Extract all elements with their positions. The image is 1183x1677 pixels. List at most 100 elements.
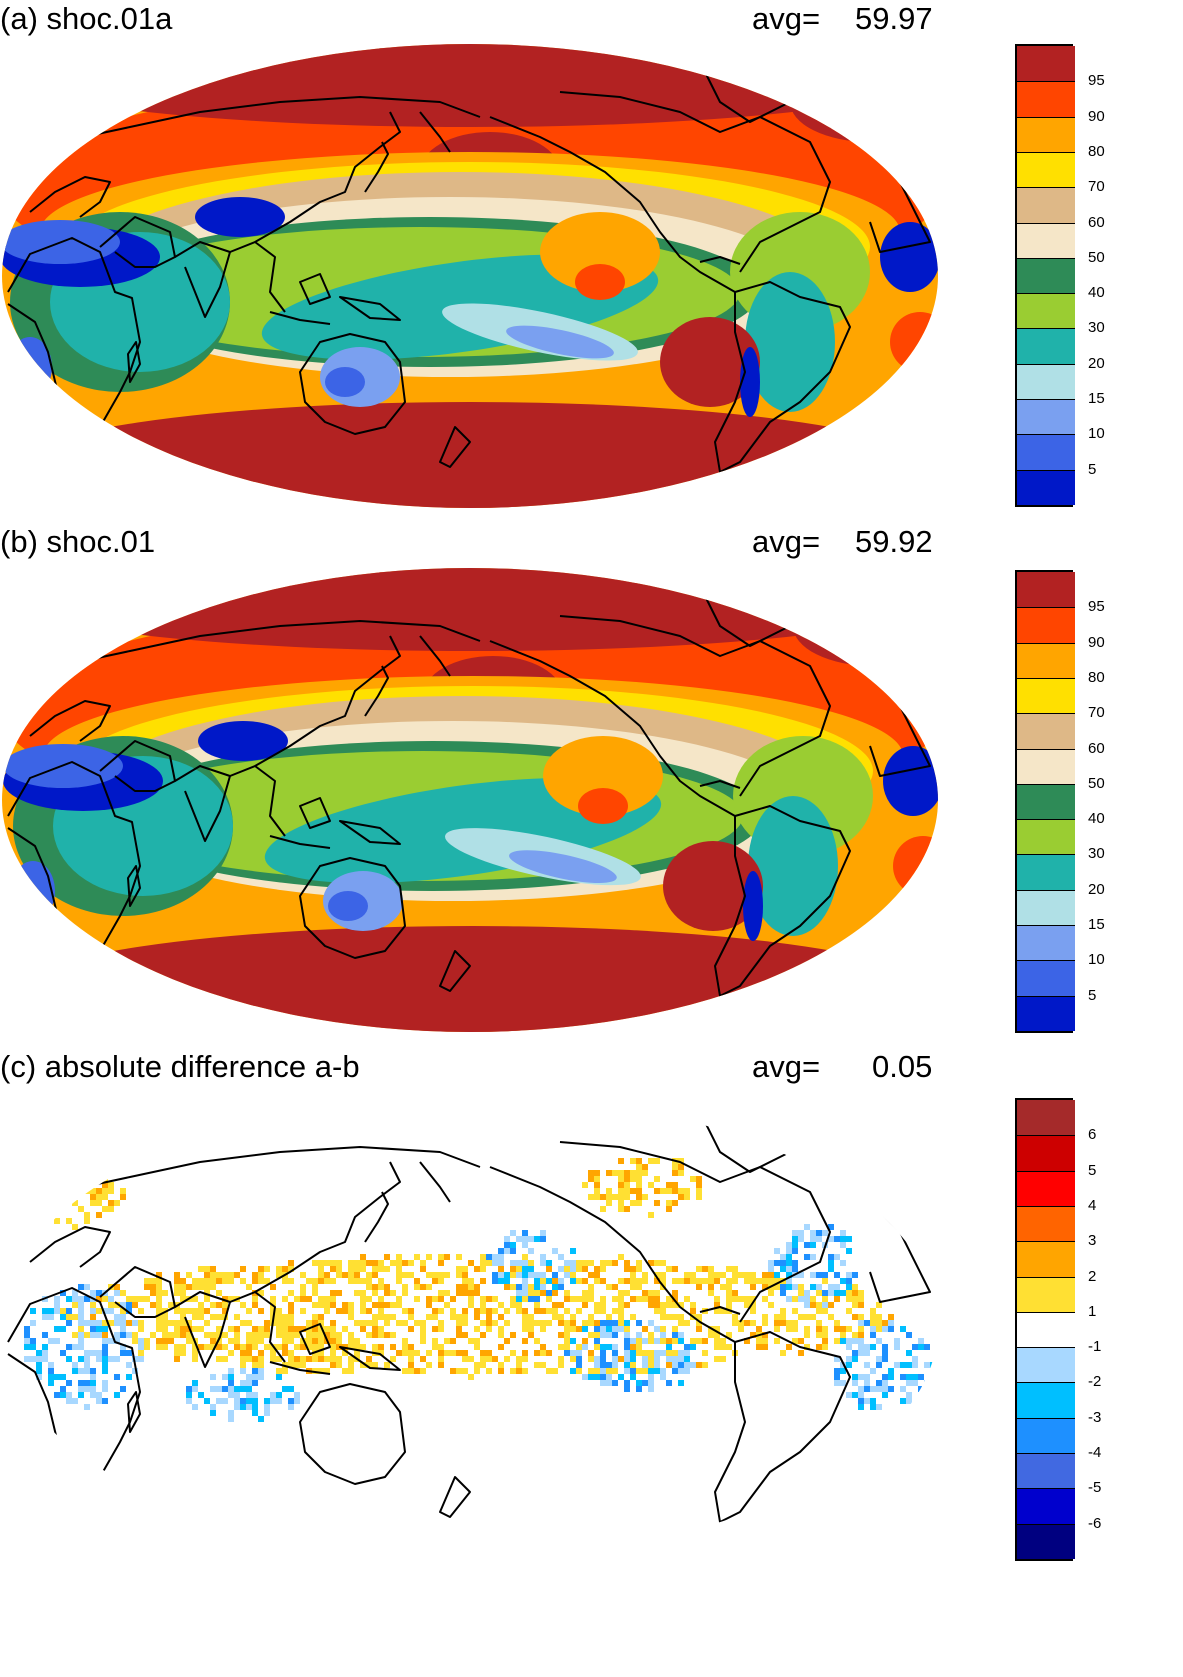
- difference-cell: [246, 1284, 252, 1290]
- difference-cell: [540, 1272, 546, 1278]
- difference-cell: [108, 1302, 114, 1308]
- difference-cell: [882, 1344, 888, 1350]
- difference-cell: [384, 1266, 390, 1272]
- difference-cell: [600, 1374, 606, 1380]
- difference-cell: [210, 1266, 216, 1272]
- difference-cell: [300, 1284, 306, 1290]
- difference-cell: [714, 1302, 720, 1308]
- difference-cell: [60, 1326, 66, 1332]
- difference-cell: [612, 1260, 618, 1266]
- difference-cell: [492, 1278, 498, 1284]
- colorbar-tick-label: 40: [1088, 284, 1105, 302]
- difference-cell: [876, 1302, 882, 1308]
- difference-cell: [96, 1350, 102, 1356]
- difference-cell: [648, 1212, 654, 1218]
- difference-cell: [660, 1350, 666, 1356]
- difference-cell: [522, 1278, 528, 1284]
- difference-cell: [822, 1230, 828, 1236]
- difference-cell: [594, 1332, 600, 1338]
- difference-cell: [576, 1350, 582, 1356]
- difference-cell: [666, 1314, 672, 1320]
- difference-cell: [402, 1344, 408, 1350]
- difference-cell: [258, 1326, 264, 1332]
- difference-cell: [300, 1356, 306, 1362]
- difference-cell: [570, 1368, 576, 1374]
- difference-cell: [456, 1314, 462, 1320]
- difference-cell: [30, 1182, 36, 1188]
- difference-cell: [96, 1290, 102, 1296]
- difference-cell: [510, 1332, 516, 1338]
- difference-cell: [786, 1242, 792, 1248]
- difference-cell: [594, 1368, 600, 1374]
- difference-cell: [2, 1194, 6, 1200]
- difference-cell: [300, 1308, 306, 1314]
- difference-cell: [222, 1374, 228, 1380]
- difference-cell: [534, 1320, 540, 1326]
- difference-cell: [384, 1314, 390, 1320]
- difference-cell: [744, 1302, 750, 1308]
- difference-cell: [264, 1332, 270, 1338]
- difference-cell: [54, 1194, 60, 1200]
- difference-cell: [102, 1356, 108, 1362]
- difference-cell: [522, 1242, 528, 1248]
- difference-cell: [516, 1296, 522, 1302]
- difference-cell: [66, 1308, 72, 1314]
- difference-cell: [36, 1368, 42, 1374]
- difference-cell: [822, 1338, 828, 1344]
- difference-cell: [816, 1326, 822, 1332]
- difference-cell: [324, 1302, 330, 1308]
- difference-cell: [420, 1368, 426, 1374]
- difference-cell: [672, 1266, 678, 1272]
- difference-cell: [276, 1314, 282, 1320]
- difference-cell: [498, 1260, 504, 1266]
- difference-cell: [720, 1356, 726, 1362]
- difference-cell: [216, 1398, 222, 1404]
- difference-cell: [336, 1260, 342, 1266]
- difference-cell: [132, 1332, 138, 1338]
- difference-cell: [240, 1368, 246, 1374]
- difference-cell: [30, 1308, 36, 1314]
- difference-cell: [336, 1290, 342, 1296]
- difference-cell: [264, 1344, 270, 1350]
- difference-cell: [816, 1236, 822, 1242]
- difference-cell: [582, 1320, 588, 1326]
- difference-cell: [234, 1338, 240, 1344]
- difference-cell: [330, 1350, 336, 1356]
- difference-cell: [414, 1254, 420, 1260]
- difference-cell: [684, 1320, 690, 1326]
- difference-cell: [192, 1296, 198, 1302]
- difference-cell: [642, 1338, 648, 1344]
- difference-cell: [726, 1290, 732, 1296]
- colorbar-tick-label: 5: [1088, 460, 1097, 478]
- difference-cell: [42, 1308, 48, 1314]
- difference-cell: [636, 1332, 642, 1338]
- difference-cell: [858, 1350, 864, 1356]
- cloud-region: [743, 871, 763, 941]
- difference-cell: [588, 1320, 594, 1326]
- coastlines: [7, 1101, 931, 1558]
- difference-cell: [96, 1212, 102, 1218]
- difference-cell: [486, 1320, 492, 1326]
- difference-cell: [864, 1380, 870, 1386]
- colorbar-tick-label: -4: [1088, 1444, 1102, 1462]
- difference-cell: [840, 1338, 846, 1344]
- difference-cell: [834, 1356, 840, 1362]
- difference-cell: [318, 1338, 324, 1344]
- difference-cell: [450, 1296, 456, 1302]
- difference-cell: [612, 1350, 618, 1356]
- difference-cell: [450, 1350, 456, 1356]
- difference-cell: [282, 1278, 288, 1284]
- difference-cell: [696, 1362, 702, 1368]
- difference-cell: [348, 1368, 354, 1374]
- difference-cell: [228, 1410, 234, 1416]
- difference-cell: [840, 1278, 846, 1284]
- difference-cell: [396, 1278, 402, 1284]
- difference-cell: [498, 1266, 504, 1272]
- difference-cell: [840, 1332, 846, 1338]
- difference-cell: [222, 1302, 228, 1308]
- difference-cell: [516, 1368, 522, 1374]
- difference-cell: [798, 1296, 804, 1302]
- difference-cell: [246, 1308, 252, 1314]
- difference-cell: [798, 1338, 804, 1344]
- difference-cell: [180, 1296, 186, 1302]
